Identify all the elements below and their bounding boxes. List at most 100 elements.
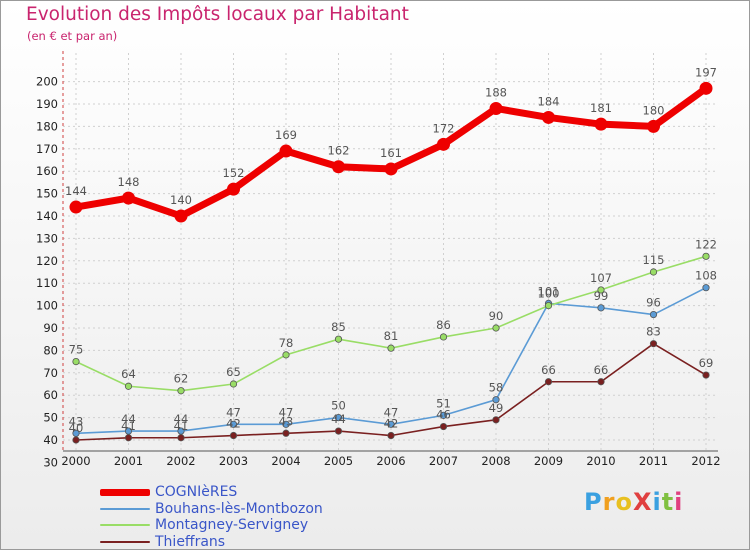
data-label: 152 [223, 166, 245, 180]
data-label: 184 [538, 94, 560, 108]
data-label: 64 [121, 367, 136, 381]
x-tick-label: 2010 [586, 454, 615, 468]
data-point [174, 209, 188, 223]
y-tick-label: 160 [36, 164, 58, 178]
legend-item: COGNIèRES [100, 484, 323, 501]
data-point [387, 431, 395, 440]
data-label: 75 [69, 343, 84, 357]
y-tick-label: 190 [36, 97, 58, 111]
data-point [334, 427, 343, 435]
data-label: 44 [174, 412, 189, 426]
legend-swatch [100, 507, 150, 510]
data-point [387, 420, 395, 428]
data-point [699, 81, 713, 95]
data-label: 162 [328, 144, 350, 158]
y-tick-label: 90 [43, 321, 58, 335]
data-point [387, 344, 395, 352]
data-point [544, 378, 553, 386]
x-tick-label: 2005 [324, 454, 353, 468]
data-point [649, 340, 658, 348]
data-point [439, 411, 448, 419]
data-point [177, 434, 185, 442]
data-label: 47 [226, 405, 241, 419]
legend: COGNIèRES Bouhans-lès-Montbozon Montagney-… [100, 484, 323, 550]
data-point [384, 162, 398, 176]
data-label: 101 [538, 284, 560, 298]
data-label: 144 [65, 184, 87, 198]
x-tick-label: 2002 [166, 454, 195, 468]
y-tick-label: 100 [36, 299, 58, 313]
data-label: 78 [279, 336, 294, 350]
legend-swatch [100, 488, 150, 496]
x-tick-label: 2011 [639, 454, 668, 468]
data-label: 140 [170, 193, 192, 207]
data-label: 51 [436, 396, 451, 410]
data-point [544, 301, 553, 310]
data-point [597, 378, 605, 386]
data-label: 65 [226, 365, 241, 379]
data-label: 172 [433, 121, 455, 135]
y-tick-label: 150 [36, 187, 58, 201]
data-point [334, 413, 343, 422]
y-tick-label: 200 [36, 75, 58, 89]
data-point [594, 117, 608, 131]
data-point [702, 371, 710, 379]
data-point [227, 182, 240, 196]
y-tick-label: 50 [43, 411, 58, 425]
data-label: 66 [594, 363, 609, 377]
data-label: 161 [380, 146, 402, 160]
data-point [124, 382, 133, 390]
data-label: 62 [174, 372, 189, 386]
data-label: 44 [121, 412, 136, 426]
data-point [72, 357, 80, 366]
data-point [489, 101, 503, 115]
data-label: 181 [590, 101, 612, 115]
data-point [597, 304, 605, 312]
chart-title: Evolution des Impôts locaux par Habitant [26, 4, 409, 25]
y-tick-label: 120 [36, 254, 58, 268]
legend-label: COGNIèRES [155, 484, 238, 501]
data-point [332, 160, 345, 174]
data-point [334, 335, 343, 343]
data-point [647, 119, 660, 133]
data-label: 197 [695, 65, 717, 79]
data-point [229, 420, 238, 428]
data-point [649, 310, 658, 319]
data-label: 46 [436, 408, 451, 422]
data-label: 83 [646, 325, 661, 339]
data-label: 47 [384, 405, 399, 419]
legend-label: Montagney-Servigney [155, 517, 309, 534]
legend-item: Montagney-Servigney [100, 517, 323, 534]
data-point [177, 387, 185, 395]
data-point [279, 144, 293, 158]
data-point [492, 396, 500, 404]
data-point [124, 434, 133, 442]
y-tick-label: 170 [36, 142, 58, 156]
data-point [649, 268, 658, 276]
y-tick-label: 30 [43, 455, 58, 469]
data-label: 42 [384, 417, 399, 431]
x-tick-label: 2004 [271, 454, 300, 468]
y-tick-label: 180 [36, 119, 58, 133]
data-point [122, 191, 135, 205]
y-tick-label: 110 [36, 276, 58, 290]
data-label: 99 [594, 289, 609, 303]
y-tick-label: 80 [43, 343, 58, 357]
data-point [282, 429, 290, 437]
x-tick-label: 2006 [376, 454, 405, 468]
data-point [492, 324, 500, 332]
data-point [282, 420, 290, 428]
proxiti-logo: ProXiti [584, 488, 684, 516]
data-label: 81 [384, 329, 399, 343]
x-tick-label: 2007 [429, 454, 458, 468]
y-tick-label: 40 [43, 433, 58, 447]
legend-swatch [100, 540, 150, 543]
data-label: 108 [695, 269, 717, 283]
legend-item: Thieffrans [100, 534, 323, 550]
legend-item: Bouhans-lès-Montbozon [100, 501, 323, 518]
y-tick-label: 70 [43, 366, 58, 380]
x-tick-label: 2003 [219, 454, 248, 468]
data-point [439, 422, 448, 431]
